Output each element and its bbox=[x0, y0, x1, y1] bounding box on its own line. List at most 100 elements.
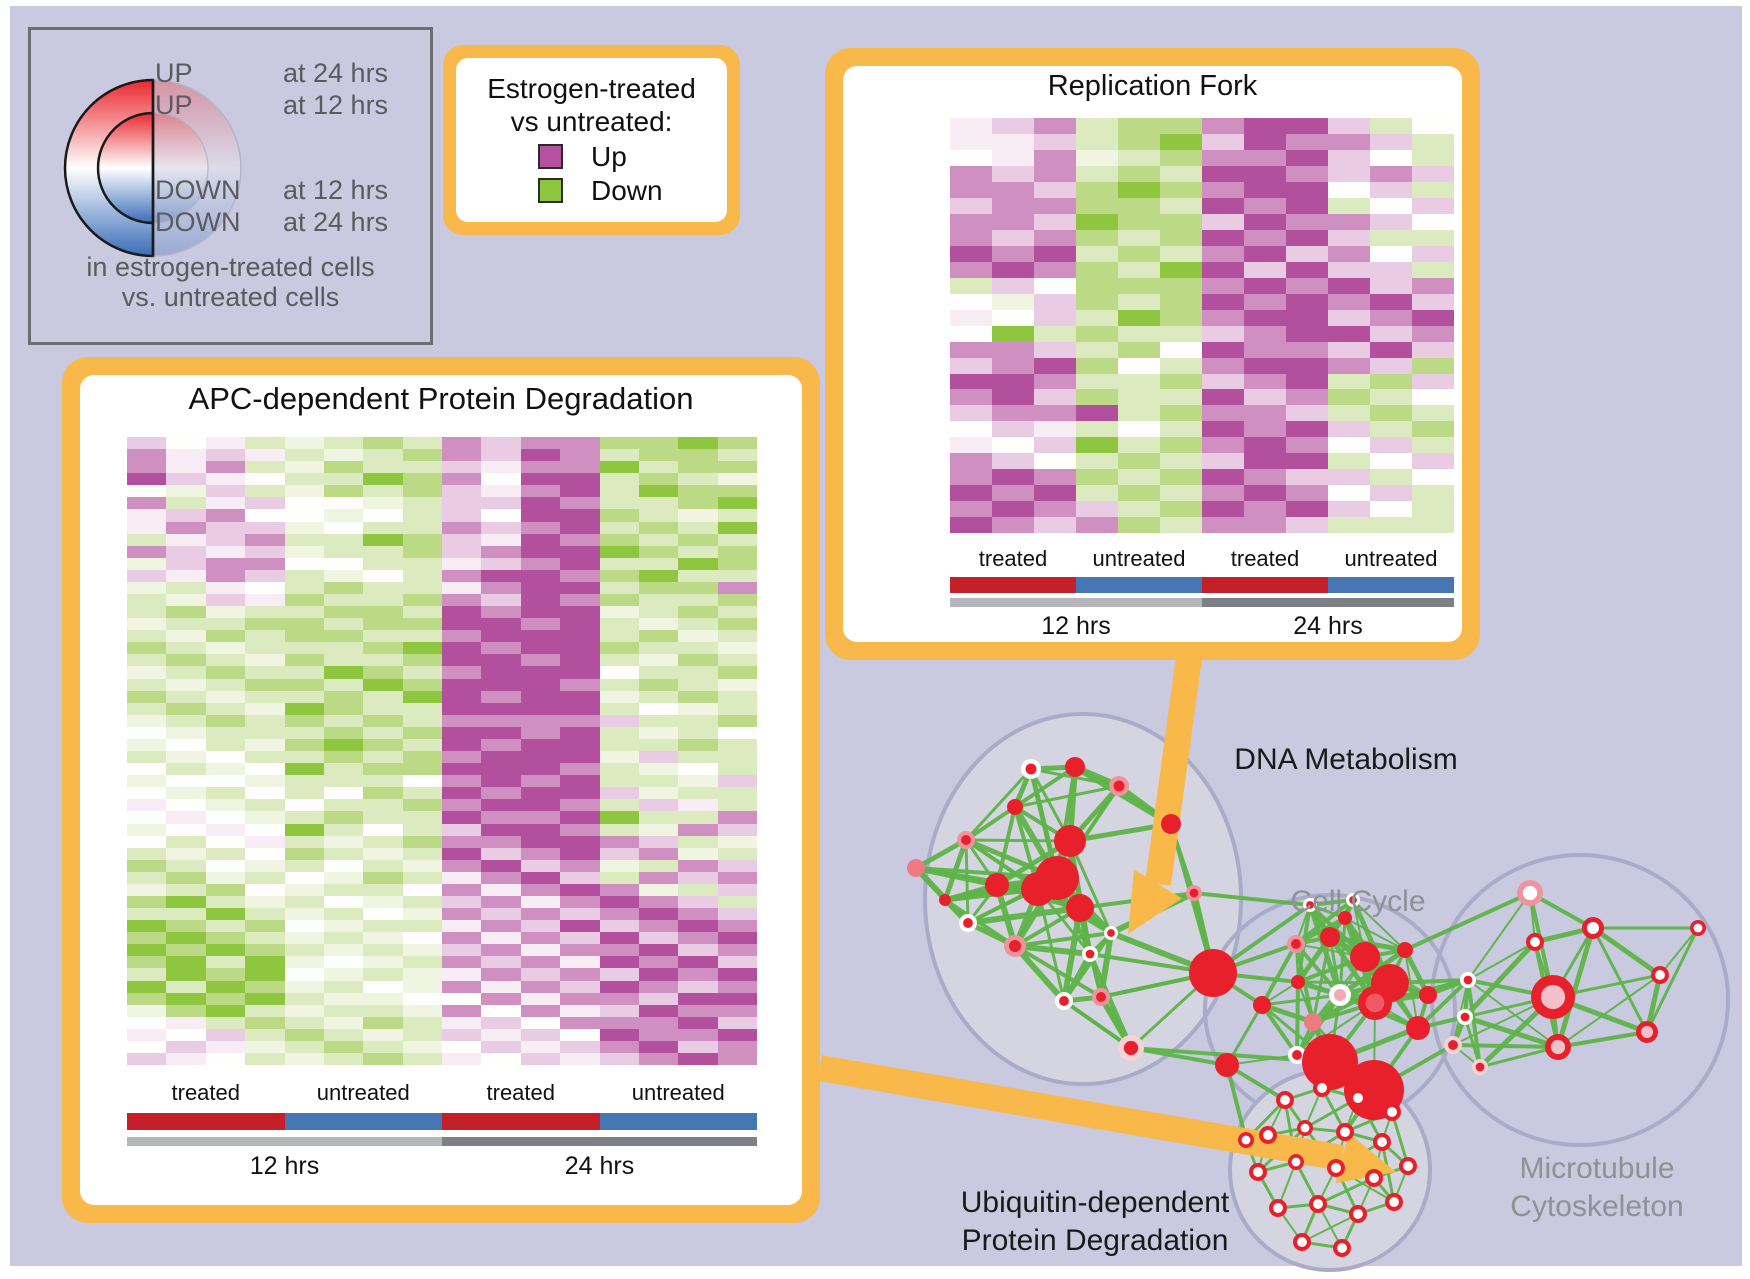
heatmap-cell bbox=[481, 449, 521, 462]
heatmap-cell bbox=[1286, 197, 1328, 214]
heatmap-cell bbox=[205, 1040, 246, 1053]
heatmap-cell bbox=[481, 1052, 521, 1066]
heatmap-cell bbox=[205, 606, 246, 619]
heatmap-cell bbox=[560, 811, 600, 824]
heatmap-cell bbox=[638, 449, 679, 462]
ring-legend-box: UP at 24 hrs UP at 12 hrs DOWN at 12 hrs… bbox=[28, 27, 433, 345]
heatmap-cell bbox=[166, 485, 206, 498]
heatmap-cell bbox=[323, 714, 364, 727]
heatmap-cell bbox=[481, 738, 521, 752]
time-label: 24 hrs bbox=[1293, 612, 1363, 640]
heatmap-cell bbox=[323, 956, 364, 969]
heatmap-cell bbox=[520, 557, 561, 570]
heatmap-cell bbox=[560, 799, 600, 812]
heatmap-cell bbox=[127, 485, 167, 498]
heatmap-cell bbox=[442, 1052, 482, 1066]
heatmap-cell bbox=[1118, 469, 1160, 486]
heatmap-cell bbox=[205, 594, 246, 607]
heatmap-cell bbox=[284, 581, 324, 595]
heatmap-cell bbox=[560, 1052, 600, 1066]
group-label: treated bbox=[171, 1080, 241, 1105]
heatmap-cell bbox=[717, 738, 757, 752]
ring-left-inner bbox=[96, 111, 155, 225]
heatmap-cell bbox=[402, 980, 442, 993]
heatmap-cell bbox=[717, 509, 757, 522]
heatmap-cell bbox=[442, 932, 482, 945]
cluster-label-cc: Cell Cycle bbox=[1290, 885, 1426, 918]
heatmap-cell bbox=[402, 449, 442, 462]
heatmap-cell bbox=[1370, 389, 1412, 406]
heatmap-cell bbox=[166, 980, 206, 993]
heatmap-cell bbox=[245, 751, 285, 764]
heatmap-cell bbox=[678, 1040, 718, 1053]
heatmap-cell bbox=[363, 702, 403, 715]
heatmap-cell bbox=[1202, 469, 1244, 486]
updown-legend-box: Estrogen-treated vs untreated: Up Down bbox=[443, 45, 740, 235]
heatmap-cell bbox=[1076, 341, 1118, 358]
heatmap-cell bbox=[1076, 357, 1118, 374]
heatmap-cell bbox=[166, 1028, 206, 1041]
heatmap-cell bbox=[599, 678, 639, 691]
heatmap-cell bbox=[205, 1028, 246, 1041]
heatmap-cell bbox=[127, 799, 167, 812]
heatmap-cell bbox=[599, 883, 639, 896]
heatmap-cell bbox=[166, 968, 206, 981]
heatmap-cell bbox=[1328, 517, 1370, 534]
heatmap-cell bbox=[717, 787, 757, 800]
heatmap-cell bbox=[363, 533, 403, 546]
heatmap-cell bbox=[166, 606, 206, 619]
heatmap-cell bbox=[442, 606, 482, 619]
heatmap-cell bbox=[481, 666, 521, 679]
heatmap-cell bbox=[245, 1004, 285, 1017]
heatmap-cell bbox=[1286, 453, 1328, 470]
heatmap-cell bbox=[638, 799, 679, 812]
heatmap-cell bbox=[245, 823, 285, 836]
heatmap-cell bbox=[638, 557, 679, 570]
heatmap-cell bbox=[560, 1016, 600, 1029]
heatmap-cell bbox=[599, 835, 639, 848]
heatmap-cell bbox=[1412, 133, 1454, 150]
heatmap-cell bbox=[442, 1040, 482, 1053]
heatmap-cell bbox=[1160, 357, 1202, 374]
heatmap-cell bbox=[1370, 165, 1412, 182]
heatmap-cell bbox=[1034, 181, 1076, 198]
heatmap-cell bbox=[442, 980, 482, 993]
heatmap-cell bbox=[481, 437, 521, 450]
heatmap-cell bbox=[638, 702, 679, 715]
heatmap-cell bbox=[245, 473, 285, 486]
heatmap-cell bbox=[481, 678, 521, 691]
heatmap-cell bbox=[442, 1028, 482, 1041]
heatmap-cell bbox=[1202, 437, 1244, 454]
panel-replication-fork: Replication Fork treated untreated treat… bbox=[825, 48, 1480, 660]
heatmap-cell bbox=[205, 799, 246, 812]
heatmap-cell bbox=[520, 787, 561, 800]
heatmap-cell bbox=[442, 751, 482, 764]
heatmap-cell bbox=[323, 557, 364, 570]
heatmap-cell bbox=[127, 726, 167, 739]
heatmap-cell bbox=[323, 1004, 364, 1017]
heatmap-cell bbox=[402, 1040, 442, 1053]
heatmap-cell bbox=[638, 811, 679, 824]
heatmap-cell bbox=[284, 473, 324, 486]
heatmap-cell bbox=[1244, 133, 1286, 150]
heatmap-cell bbox=[560, 859, 600, 872]
heatmap-cell bbox=[481, 473, 521, 486]
heatmap-cell bbox=[717, 835, 757, 848]
heatmap-cell bbox=[1202, 277, 1244, 294]
heatmap-cell bbox=[363, 545, 403, 558]
heatmap-cell bbox=[284, 895, 324, 909]
heatmap-cell bbox=[1328, 181, 1370, 198]
heatmap-cell bbox=[1328, 309, 1370, 326]
heatmap-cell bbox=[1286, 165, 1328, 182]
heatmap-cell bbox=[638, 908, 679, 921]
heatmap-cell bbox=[520, 678, 561, 691]
ring-row-time: at 24 hrs bbox=[283, 58, 389, 88]
heatmap-cell bbox=[205, 473, 246, 486]
heatmap-cell bbox=[992, 373, 1034, 390]
heatmap-cell bbox=[166, 883, 206, 896]
heatmap-cell bbox=[1034, 501, 1076, 518]
heatmap-cell bbox=[245, 690, 285, 703]
heatmap-cell bbox=[520, 1004, 561, 1017]
heatmap-cell bbox=[950, 357, 992, 374]
heatmap-cell bbox=[717, 437, 757, 450]
